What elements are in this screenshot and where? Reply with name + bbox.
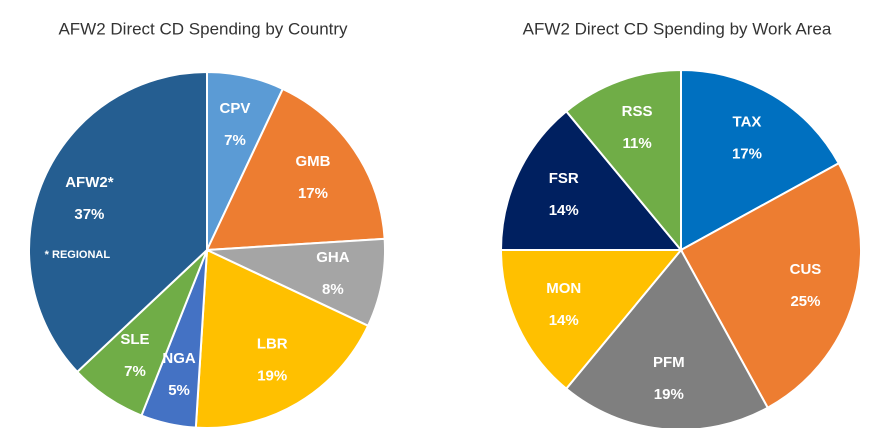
slice-label: LBR — [257, 335, 288, 352]
chart-title: AFW2 Direct CD Spending by Work Area — [523, 19, 832, 38]
slice-label: SLE — [120, 331, 149, 348]
annotation: * REGIONAL — [45, 249, 111, 261]
pie-slice — [499, 109, 684, 251]
pie-slice — [206, 237, 386, 328]
slice-value-label: 37% — [74, 206, 104, 223]
slice-value-label: 7% — [224, 132, 246, 149]
pie-slice — [679, 161, 862, 410]
slice-value-label: 8% — [322, 281, 344, 298]
slice-value-label: 25% — [790, 293, 820, 310]
slice-value-label: 7% — [124, 363, 146, 380]
slice-value-label: 17% — [732, 145, 762, 162]
slice-label: CUS — [790, 261, 822, 278]
slice-value-label: 14% — [549, 312, 579, 329]
slice-value-label: 5% — [168, 382, 190, 399]
slice-label: RSS — [622, 103, 653, 120]
slice-value-label: 19% — [654, 386, 684, 403]
pie-slice — [564, 68, 682, 253]
slice-label: TAX — [733, 113, 762, 130]
slice-label: AFW2* — [65, 174, 113, 191]
pie-slice — [499, 249, 684, 391]
pie-slice — [205, 87, 386, 252]
slice-label: GMB — [295, 153, 330, 170]
slice-label: FSR — [549, 170, 579, 187]
slice-value-label: 19% — [257, 367, 287, 384]
pie-slice — [28, 70, 208, 374]
slice-label: PFM — [653, 354, 685, 371]
slice-value-label: 17% — [298, 185, 328, 202]
slice-label: GHA — [316, 249, 350, 266]
slice-label: MON — [546, 280, 581, 297]
slice-label: CPV — [220, 100, 251, 117]
slice-value-label: 14% — [549, 202, 579, 219]
slice-label: NGA — [162, 350, 196, 367]
pie-slice — [564, 248, 770, 428]
slice-value-label: 11% — [622, 135, 651, 152]
chart-title: AFW2 Direct CD Spending by Country — [58, 19, 348, 38]
pie-slice — [680, 68, 841, 252]
